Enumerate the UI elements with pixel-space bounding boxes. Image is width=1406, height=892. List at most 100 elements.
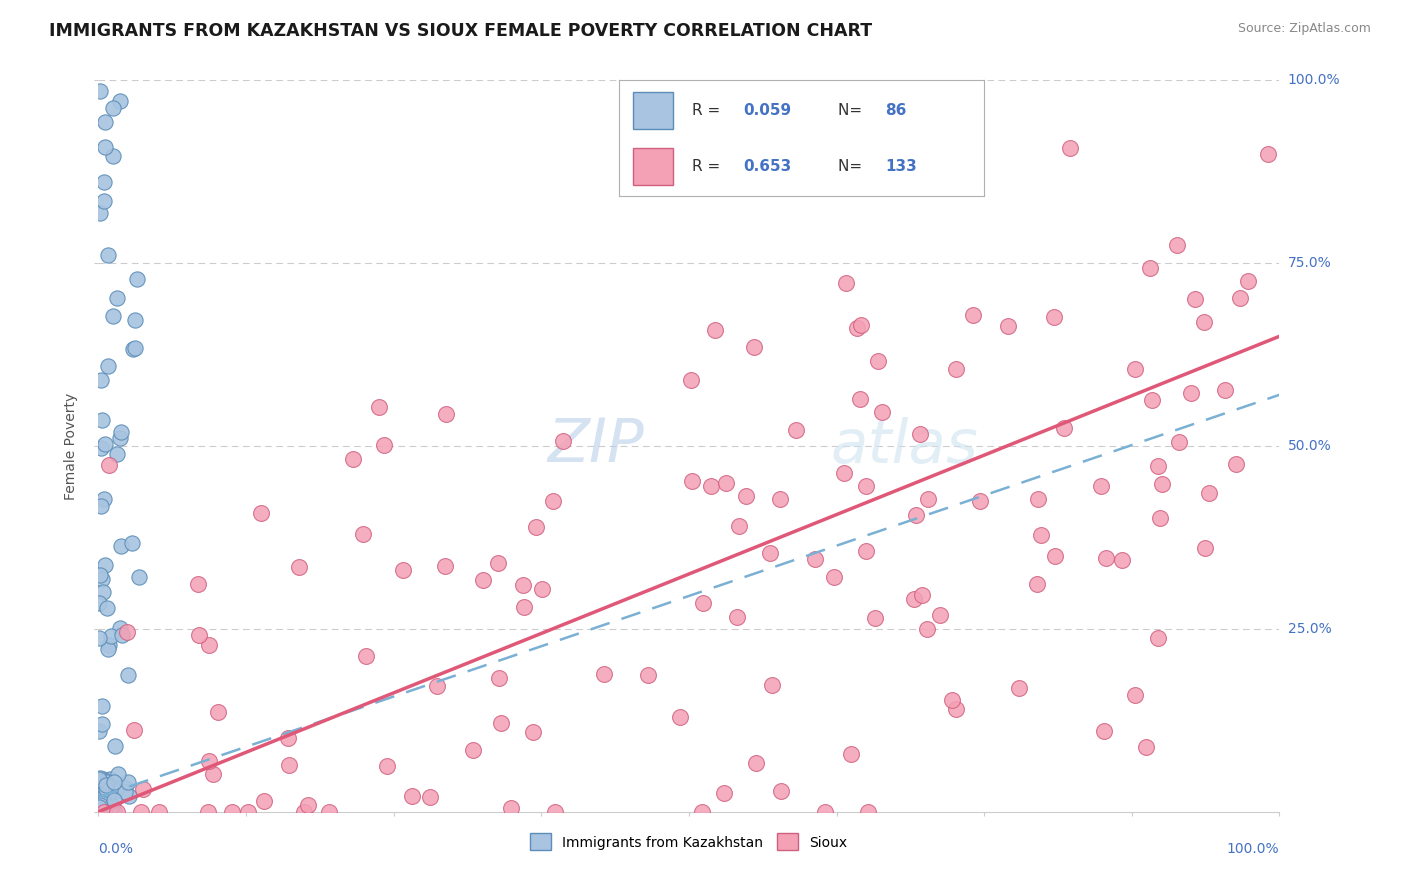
Point <box>745 756 768 770</box>
Point <box>94 778 117 792</box>
Point <box>121 343 143 357</box>
Point <box>513 600 536 615</box>
Point <box>1198 486 1220 500</box>
Point <box>90 500 112 514</box>
Point <box>1031 528 1053 542</box>
Point <box>125 272 148 286</box>
Point <box>96 789 118 804</box>
Point <box>110 425 132 440</box>
Point <box>207 705 229 719</box>
Point <box>1052 421 1074 435</box>
Text: 100.0%: 100.0% <box>1288 73 1340 87</box>
Point <box>1149 511 1171 525</box>
Point <box>1180 386 1202 401</box>
Point <box>845 320 868 334</box>
Point <box>1123 688 1146 702</box>
Point <box>941 692 963 706</box>
Point <box>704 322 727 336</box>
Point <box>97 642 120 657</box>
Point <box>1095 551 1118 566</box>
Point <box>91 584 114 599</box>
Point <box>98 772 121 787</box>
Point <box>785 423 807 437</box>
Point <box>1213 383 1236 397</box>
Text: atlas: atlas <box>831 417 979 475</box>
Point <box>93 805 115 819</box>
Point <box>121 535 143 549</box>
Point <box>373 438 395 452</box>
Point <box>530 582 553 596</box>
Point <box>858 805 880 819</box>
Point <box>91 778 114 792</box>
Point <box>1166 238 1188 252</box>
Point <box>1139 260 1161 275</box>
Point <box>728 519 751 533</box>
Point <box>544 805 567 819</box>
Point <box>823 570 845 584</box>
Point <box>111 628 134 642</box>
Point <box>814 805 837 819</box>
Point <box>1090 479 1112 493</box>
Point <box>101 798 124 813</box>
Point <box>1192 315 1215 329</box>
Point <box>97 638 120 652</box>
Point <box>94 786 117 800</box>
Point <box>419 789 441 804</box>
Point <box>93 194 115 208</box>
Point <box>87 799 110 814</box>
Point <box>108 621 131 635</box>
Point <box>499 800 522 814</box>
Point <box>488 671 510 685</box>
Point <box>839 747 862 761</box>
Point <box>692 597 714 611</box>
Point <box>90 572 112 586</box>
Point <box>197 805 219 819</box>
Point <box>90 372 112 386</box>
Point <box>342 452 364 467</box>
Point <box>124 313 146 327</box>
Point <box>89 797 111 812</box>
Point <box>945 702 967 716</box>
Point <box>94 437 117 451</box>
Point <box>910 427 932 442</box>
Point <box>198 754 221 768</box>
Point <box>354 648 377 663</box>
Point <box>89 441 111 455</box>
Point <box>681 475 703 489</box>
Point <box>100 630 122 644</box>
Point <box>489 716 512 731</box>
Point <box>98 787 121 801</box>
Point <box>187 577 209 591</box>
Text: 133: 133 <box>886 159 917 174</box>
Text: 100.0%: 100.0% <box>1227 842 1279 856</box>
Point <box>904 508 927 522</box>
Point <box>401 789 423 803</box>
Point <box>89 777 111 791</box>
Point <box>997 319 1019 334</box>
Point <box>94 558 117 572</box>
Point <box>101 101 124 115</box>
Point <box>866 354 889 368</box>
Point <box>1043 310 1066 325</box>
Point <box>105 291 128 305</box>
Point <box>114 785 136 799</box>
Point <box>94 775 117 789</box>
Point <box>96 788 118 802</box>
Point <box>461 742 484 756</box>
Point <box>1236 274 1258 288</box>
Text: R =: R = <box>692 103 725 118</box>
Point <box>107 767 129 781</box>
Point <box>1184 293 1206 307</box>
Point <box>803 552 825 566</box>
Point <box>434 558 457 573</box>
Point <box>742 340 765 354</box>
Point <box>1043 549 1066 563</box>
Point <box>90 413 112 427</box>
Point <box>221 805 243 819</box>
Point <box>714 476 737 491</box>
Point <box>318 805 340 819</box>
Point <box>1026 491 1049 506</box>
Point <box>1229 291 1251 305</box>
Point <box>89 568 111 582</box>
Point <box>89 724 111 739</box>
